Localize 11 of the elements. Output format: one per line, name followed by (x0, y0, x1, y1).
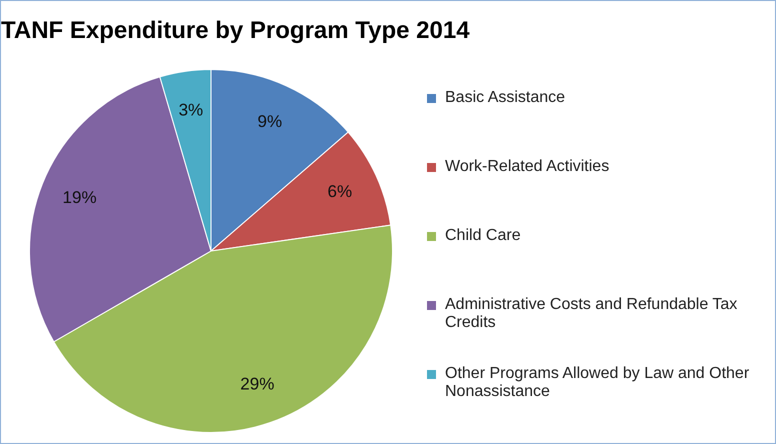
data-label: 3% (178, 100, 204, 120)
data-label: 19% (62, 188, 97, 208)
legend-label: Child Care (445, 227, 521, 245)
legend-label: Basic Assistance (445, 89, 566, 107)
data-label: 6% (327, 182, 352, 201)
legend-label: Work-Related Activities (445, 158, 610, 176)
data-label: 29% (240, 374, 274, 394)
data-label: 9% (258, 112, 282, 131)
legend-label: Other Programs Allowed by Law and Other Nonassistance (445, 365, 750, 401)
chart-title: TANF Expenditure by Program Type 2014 (1, 17, 470, 45)
legend-label: Administrative Costs and Refundable Tax Credits (445, 296, 738, 332)
